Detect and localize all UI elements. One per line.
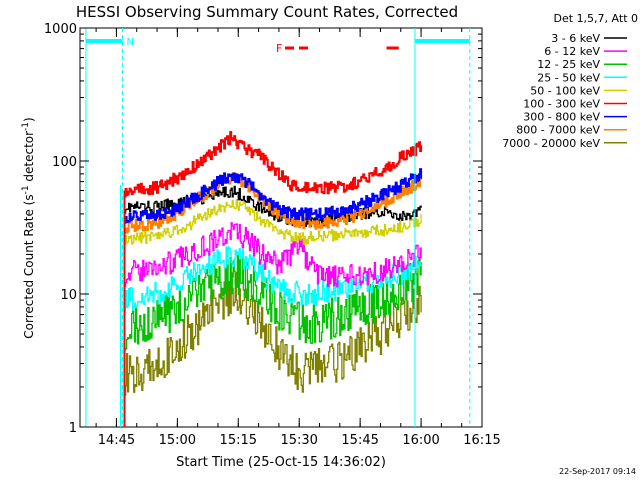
x-axis: 14:45 15:00 15:15 15:30 15:45 16:00 16:15 xyxy=(95,28,501,448)
plot-frame xyxy=(79,27,483,428)
flare-label: F xyxy=(276,42,282,55)
y-axis-label: Corrected Count Rate (s-1 detector-1) xyxy=(21,117,36,338)
y-axis-label-part-4: ) xyxy=(22,117,36,122)
x-axis-label: Start Time (25-Oct-15 14:36:02) xyxy=(176,455,386,470)
x-tick-label: 15:45 xyxy=(341,433,378,448)
night-label: N xyxy=(127,37,134,48)
legend-label: 300 - 800 keV xyxy=(523,111,600,124)
series-7000-20000-kev-line xyxy=(123,272,422,427)
legend-label: 3 - 6 keV xyxy=(551,32,600,45)
y-axis-label-part-1: -1 xyxy=(21,185,31,194)
series-layer xyxy=(123,131,423,427)
x-tick-label: 15:00 xyxy=(159,433,196,448)
legend-label: 25 - 50 keV xyxy=(537,71,600,84)
y-axis-label-part-2: detector xyxy=(22,131,36,186)
y-tick-label: 10 xyxy=(60,288,77,303)
series-12-25-kev-line xyxy=(123,254,422,427)
y-axis-label-part-3: -1 xyxy=(21,122,31,131)
plot-timestamp: 22-Sep-2017 09:14 xyxy=(559,467,636,476)
x-tick-label: 16:15 xyxy=(463,433,500,448)
x-tick-label: 15:15 xyxy=(220,433,257,448)
series-300-800-kev-line xyxy=(123,168,423,427)
legend-label: 800 - 7000 keV xyxy=(516,124,600,137)
legend-label: 6 - 12 keV xyxy=(544,45,600,58)
y-tick-label: 1 xyxy=(69,421,77,436)
legend-label: 100 - 300 keV xyxy=(523,98,600,111)
y-tick-label: 1000 xyxy=(44,22,77,37)
legend-label: 50 - 100 keV xyxy=(530,84,600,97)
series-25-50-kev-line xyxy=(123,246,422,427)
series-6-12-kev-line xyxy=(123,222,422,427)
y-axis: 1 10 100 1000 xyxy=(44,22,482,436)
y-tick-label: 100 xyxy=(52,155,77,170)
x-tick-label: 16:00 xyxy=(402,433,439,448)
legend-label: 7000 - 20000 keV xyxy=(502,137,600,150)
legend-header: Det 1,5,7, Att 0 xyxy=(554,12,638,25)
chart-title: HESSI Observing Summary Count Rates, Cor… xyxy=(76,3,458,21)
y-axis-label-part-0: Corrected Count Rate (s xyxy=(22,194,36,338)
x-tick-label: 14:45 xyxy=(98,433,135,448)
series-50-100-kev-line xyxy=(123,199,422,427)
x-tick-label: 15:30 xyxy=(280,433,317,448)
legend-label: 12 - 25 keV xyxy=(537,58,600,71)
series-100-300-kev-line xyxy=(123,131,423,427)
